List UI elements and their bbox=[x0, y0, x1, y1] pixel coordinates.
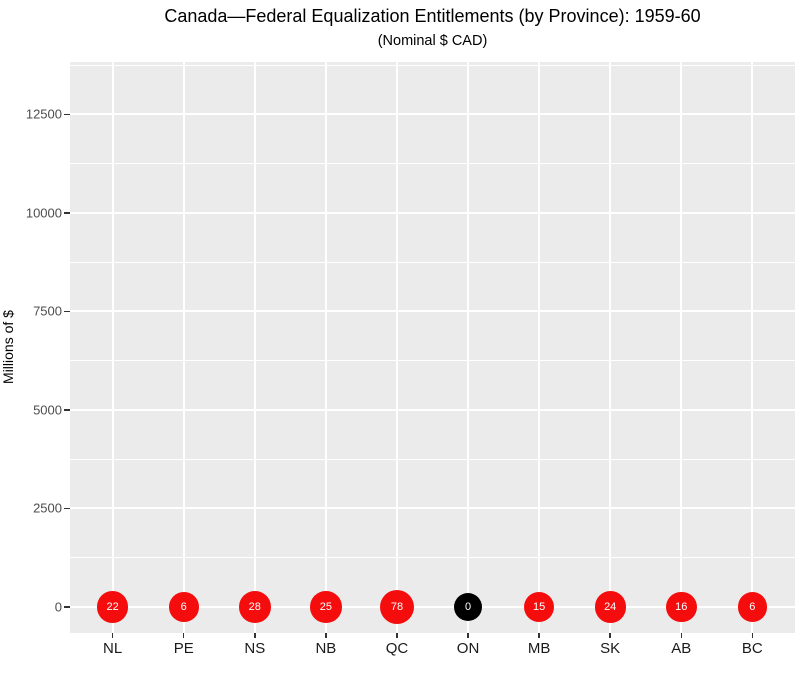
y-tick-label: 2500 bbox=[33, 500, 62, 516]
x-tick-mark bbox=[182, 633, 185, 638]
x-tick-label-sk: SK bbox=[600, 640, 621, 657]
bubble-on: 0 bbox=[454, 592, 483, 621]
bubble-bc: 6 bbox=[737, 592, 768, 622]
x-tick-mark bbox=[467, 633, 469, 638]
bubble-value-label: 28 bbox=[248, 600, 261, 613]
x-tick-mark bbox=[609, 633, 611, 638]
gridline-minor bbox=[70, 557, 795, 559]
bubble-value-label: 6 bbox=[749, 600, 756, 613]
x-tick-label-nl: NL bbox=[103, 640, 123, 657]
x-tick-label-ns: NS bbox=[244, 640, 266, 657]
gridline-major bbox=[70, 211, 795, 214]
gridline-x-nb bbox=[324, 62, 327, 633]
bubble-nb: 25 bbox=[310, 591, 342, 623]
bubble-value-label: 24 bbox=[604, 600, 617, 613]
gridline-x-nl bbox=[111, 62, 114, 633]
bubble-pe: 6 bbox=[168, 592, 199, 622]
y-tick-mark bbox=[64, 606, 70, 608]
chart-title: Canada—Federal Equalization Entitlements… bbox=[164, 6, 701, 26]
gridline-major bbox=[70, 408, 795, 411]
gridline-x-sk bbox=[609, 62, 612, 633]
gridline-major bbox=[70, 310, 795, 313]
gridline-major bbox=[70, 113, 795, 116]
x-tick-mark bbox=[325, 633, 327, 638]
bubble-value-label: 16 bbox=[675, 600, 688, 613]
gridline-minor bbox=[70, 261, 795, 263]
x-tick-mark bbox=[254, 633, 256, 638]
y-tick-label: 0 bbox=[54, 599, 62, 615]
y-tick-label: 12500 bbox=[25, 106, 62, 122]
plot-panel: 22 6 28 25 78 0 15 24 16 6 bbox=[70, 62, 795, 633]
x-tick-mark bbox=[111, 633, 114, 638]
gridline-x-pe bbox=[182, 62, 185, 633]
bubble-value-label: 78 bbox=[390, 600, 404, 613]
x-tick-mark bbox=[396, 633, 398, 638]
x-tick-label-mb: MB bbox=[527, 640, 551, 657]
y-axis-title: Millions of $ bbox=[0, 310, 16, 384]
bubble-ab: 16 bbox=[665, 591, 697, 623]
x-tick-mark bbox=[680, 633, 683, 638]
bubble-sk: 24 bbox=[594, 591, 626, 623]
gridline-minor bbox=[70, 458, 795, 460]
gridline-major bbox=[70, 605, 795, 608]
bubble-ns: 28 bbox=[239, 591, 271, 623]
bubble-value-label: 25 bbox=[319, 600, 332, 613]
bubble-nl: 22 bbox=[97, 591, 129, 623]
gridline-x-mb bbox=[538, 62, 541, 633]
bubble-value-label: 0 bbox=[464, 600, 472, 613]
x-tick-label-qc: QC bbox=[385, 640, 409, 657]
y-tick-mark bbox=[64, 113, 70, 116]
y-tick-label: 5000 bbox=[33, 402, 62, 418]
gridline-minor bbox=[70, 64, 795, 66]
y-tick-label: 10000 bbox=[25, 205, 62, 221]
x-tick-label-pe: PE bbox=[173, 640, 194, 657]
gridline-minor bbox=[70, 163, 795, 165]
x-tick-label-bc: BC bbox=[741, 640, 763, 657]
y-tick-label: 7500 bbox=[33, 303, 62, 319]
bubble-value-label: 6 bbox=[180, 600, 187, 613]
chart-subtitle: (Nominal $ CAD) bbox=[377, 33, 488, 49]
y-tick-mark bbox=[64, 507, 70, 510]
x-tick-label-ab: AB bbox=[671, 640, 692, 657]
y-tick-mark bbox=[64, 409, 70, 411]
gridline-minor bbox=[70, 360, 795, 362]
bubble-qc: 78 bbox=[379, 589, 414, 624]
bubble-value-label: 15 bbox=[532, 600, 546, 613]
bubble-value-label: 22 bbox=[106, 600, 119, 613]
gridline-major bbox=[70, 507, 795, 510]
gridline-x-bc bbox=[751, 62, 754, 633]
bubble-mb: 15 bbox=[523, 591, 555, 623]
x-tick-label-nb: NB bbox=[315, 640, 337, 657]
y-tick-mark bbox=[64, 212, 70, 214]
x-tick-mark bbox=[538, 633, 540, 638]
y-tick-mark bbox=[64, 310, 70, 313]
x-tick-mark bbox=[751, 633, 754, 638]
gridline-x-ns bbox=[253, 62, 256, 633]
gridline-x-ab bbox=[680, 62, 683, 633]
gridline-x-qc bbox=[395, 62, 398, 633]
gridline-x-on bbox=[467, 62, 470, 633]
x-tick-label-on: ON bbox=[456, 640, 480, 657]
